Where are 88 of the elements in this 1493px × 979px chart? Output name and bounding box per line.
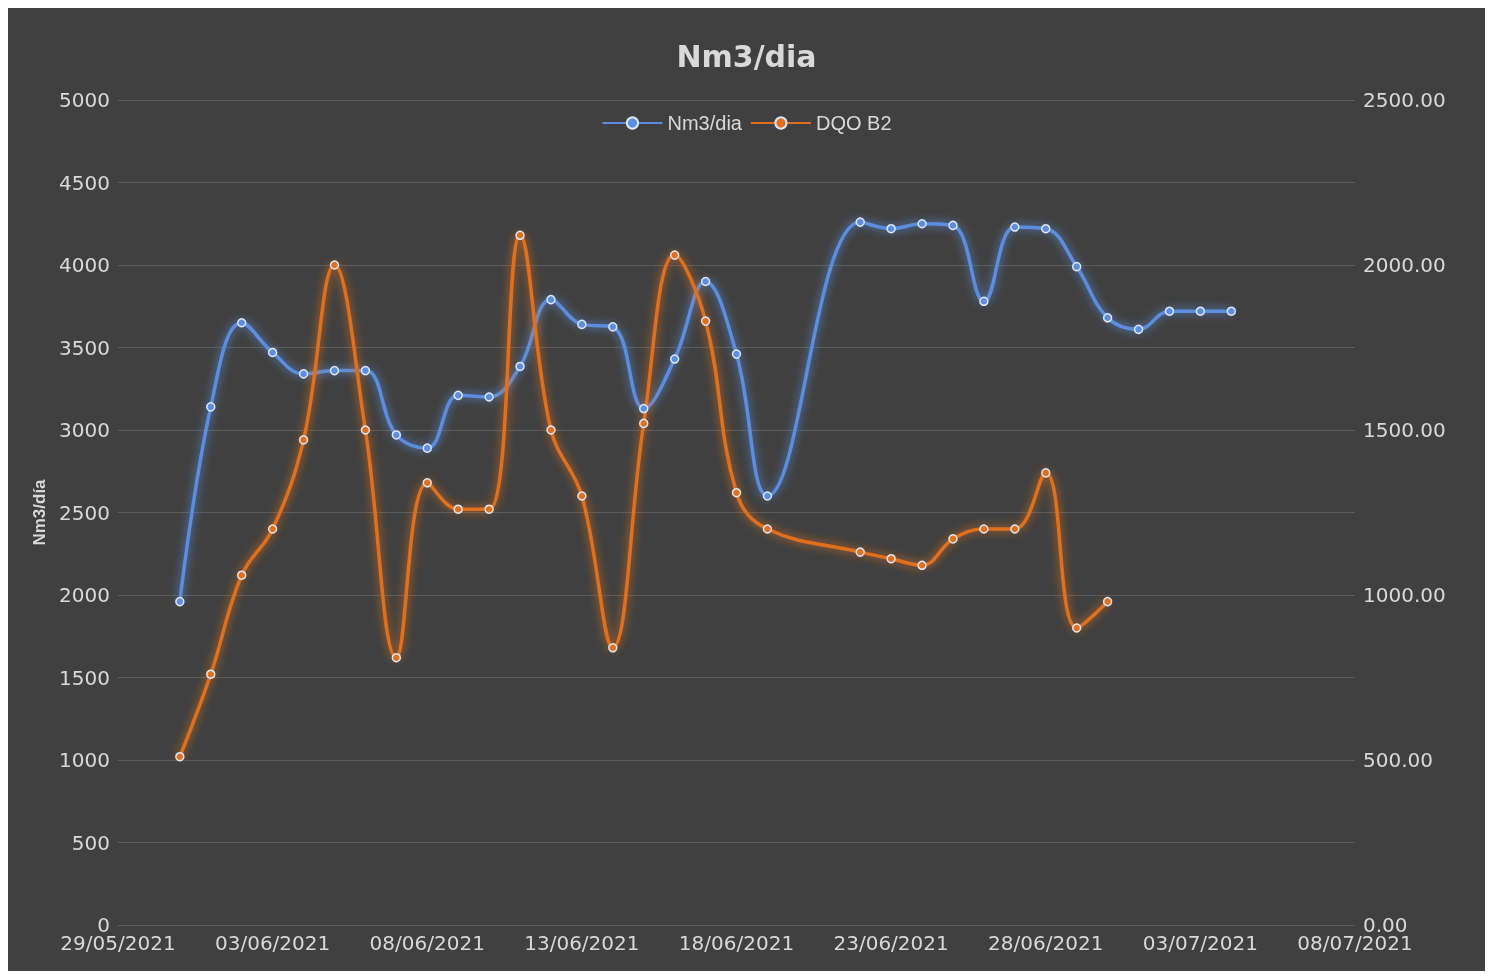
point bbox=[762, 491, 773, 501]
point bbox=[360, 365, 371, 376]
point bbox=[298, 435, 309, 445]
point bbox=[236, 570, 247, 580]
y2-tick-label: 500.00 bbox=[1363, 748, 1433, 772]
y-tick-label: 1000 bbox=[59, 748, 110, 772]
point bbox=[484, 504, 494, 514]
point bbox=[175, 596, 185, 607]
point bbox=[917, 560, 927, 571]
point bbox=[267, 524, 278, 534]
point bbox=[886, 553, 896, 564]
point bbox=[1133, 324, 1144, 335]
point bbox=[638, 418, 649, 429]
point bbox=[422, 478, 432, 488]
legend-label: DQO B2 bbox=[815, 112, 892, 134]
point bbox=[1102, 313, 1113, 323]
point bbox=[236, 318, 247, 328]
point bbox=[206, 669, 216, 679]
point bbox=[577, 319, 587, 330]
point bbox=[855, 217, 865, 227]
y2-tick-label: 1000.00 bbox=[1363, 583, 1446, 607]
point bbox=[453, 390, 463, 401]
point bbox=[1226, 306, 1237, 316]
y-tick-label: 2000 bbox=[59, 583, 110, 607]
point bbox=[948, 220, 958, 231]
point bbox=[422, 443, 432, 453]
point bbox=[731, 487, 742, 498]
point bbox=[329, 365, 340, 376]
point bbox=[515, 361, 525, 372]
point bbox=[979, 524, 989, 534]
point bbox=[391, 652, 402, 663]
y-tick-label: 3500 bbox=[59, 335, 110, 360]
point bbox=[608, 322, 618, 332]
point bbox=[206, 402, 216, 412]
point bbox=[700, 276, 711, 287]
point bbox=[577, 491, 587, 501]
point bbox=[669, 354, 680, 364]
point bbox=[762, 524, 773, 534]
x-tick-label: 23/06/2021 bbox=[833, 931, 949, 955]
x-tick-label: 03/07/2021 bbox=[1142, 931, 1259, 955]
point bbox=[886, 223, 896, 234]
point bbox=[855, 547, 865, 557]
point bbox=[1164, 306, 1175, 316]
point bbox=[329, 260, 340, 270]
point bbox=[1041, 468, 1051, 478]
x-tick-label: 28/06/2021 bbox=[988, 931, 1104, 955]
point bbox=[1102, 596, 1113, 607]
point bbox=[360, 425, 371, 435]
y-tick-label: 5000 bbox=[59, 88, 110, 112]
point bbox=[1071, 261, 1082, 272]
point bbox=[700, 316, 711, 326]
point bbox=[917, 219, 927, 229]
y-tick-label: 2500 bbox=[59, 500, 110, 525]
y2-tick-label: 2500.00 bbox=[1363, 88, 1446, 112]
point bbox=[669, 250, 680, 260]
y-tick-label: 3000 bbox=[59, 418, 110, 442]
point bbox=[1010, 524, 1020, 534]
chart-title: Nm3/dia bbox=[676, 38, 817, 74]
point bbox=[1195, 306, 1206, 316]
point bbox=[391, 430, 402, 440]
point bbox=[267, 347, 278, 358]
y-tick-label: 4000 bbox=[59, 253, 110, 277]
point bbox=[298, 369, 309, 379]
y-tick-label: 1500 bbox=[59, 665, 110, 690]
y2-tick-label: 1500.00 bbox=[1363, 418, 1446, 442]
legend-label: Nm3/dia bbox=[667, 112, 743, 134]
point bbox=[484, 392, 494, 402]
point bbox=[731, 349, 742, 359]
point bbox=[979, 296, 989, 307]
point bbox=[453, 504, 463, 514]
x-tick-label: 08/06/2021 bbox=[369, 931, 485, 955]
point bbox=[638, 403, 649, 414]
point bbox=[608, 643, 618, 653]
point bbox=[175, 751, 185, 762]
y-tick-label: 4500 bbox=[59, 170, 110, 195]
point bbox=[515, 230, 525, 241]
point bbox=[546, 425, 556, 435]
x-tick-label: 18/06/2021 bbox=[678, 931, 795, 955]
y-axis-title: Nm3/día bbox=[30, 478, 50, 546]
point bbox=[1041, 223, 1051, 234]
x-tick-label: 03/06/2021 bbox=[214, 931, 331, 955]
point bbox=[948, 534, 958, 544]
y-tick-label: 500 bbox=[71, 830, 110, 855]
point bbox=[1010, 222, 1020, 232]
point bbox=[546, 294, 556, 305]
y2-tick-label: 2000.00 bbox=[1363, 253, 1446, 277]
x-tick-label: 13/06/2021 bbox=[524, 931, 640, 955]
point bbox=[1071, 623, 1082, 633]
